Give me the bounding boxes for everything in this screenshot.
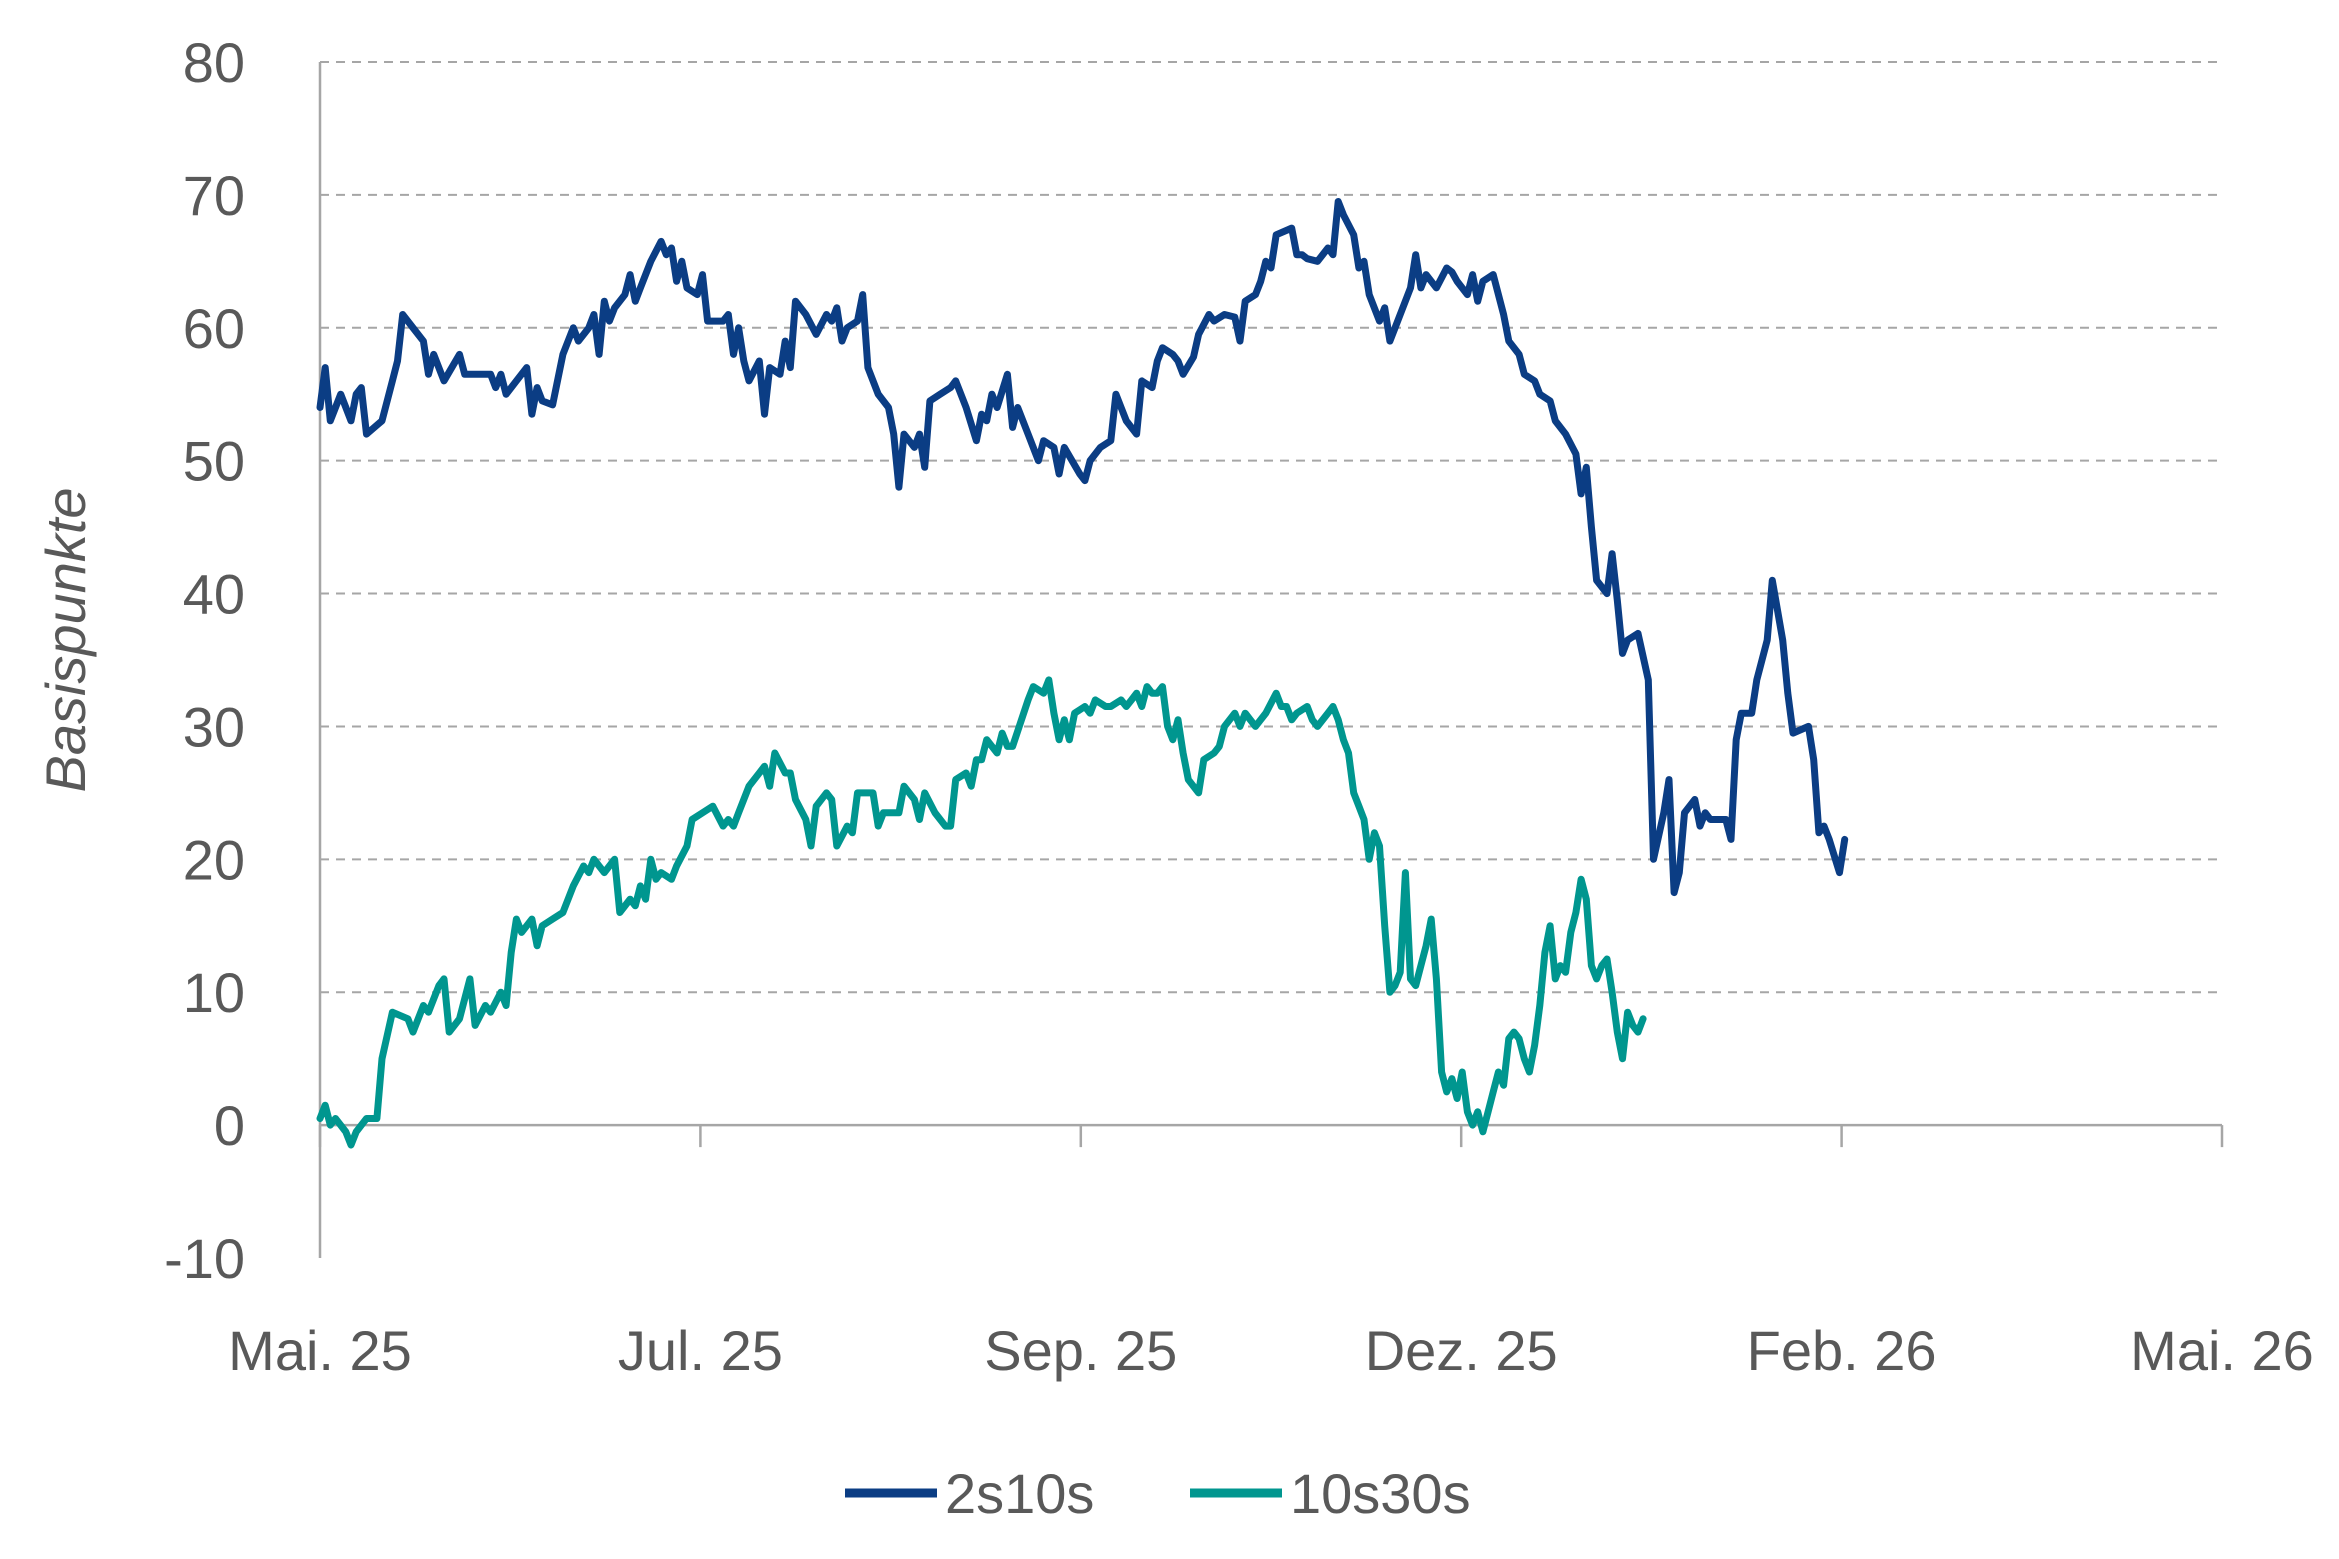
- y-tick-label: 10: [183, 961, 245, 1024]
- axes: [318, 62, 2222, 1258]
- y-tick-label: 0: [214, 1094, 245, 1157]
- x-tick-label: Mai. 25: [228, 1319, 412, 1382]
- x-tick-label: Dez. 25: [1365, 1319, 1558, 1382]
- y-tick-label: 80: [183, 31, 245, 94]
- y-tick-label: 20: [183, 828, 245, 891]
- x-tick-label: Mai. 26: [2130, 1319, 2314, 1382]
- legend: 2s10s 10s30s: [845, 1462, 1471, 1525]
- y-axis-ticks: -10 0 10 20 30 40 50 60 70 80: [164, 31, 245, 1290]
- y-tick-label: 60: [183, 297, 245, 360]
- x-axis-ticks: Mai. 25 Jul. 25 Sep. 25 Dez. 25 Feb. 26 Mai. …: [228, 1125, 2314, 1382]
- series-line-10s30s: [316, 676, 1647, 1149]
- legend-label: 2s10s: [945, 1462, 1094, 1525]
- y-tick-label: -10: [164, 1227, 245, 1290]
- y-tick-label: 30: [183, 695, 245, 758]
- y-tick-label: 70: [183, 164, 245, 227]
- series-line-2s10s: [316, 198, 1849, 897]
- x-tick-label: Jul. 25: [618, 1319, 783, 1382]
- series-lines: [316, 198, 1849, 1149]
- gridlines: [320, 61, 2222, 994]
- y-axis-label: Basispunkte: [34, 487, 97, 792]
- y-tick-label: 40: [183, 563, 245, 626]
- y-tick-label: 50: [183, 430, 245, 493]
- legend-label: 10s30s: [1290, 1462, 1471, 1525]
- x-tick-label: Feb. 26: [1747, 1319, 1937, 1382]
- x-tick-label: Sep. 25: [984, 1319, 1177, 1382]
